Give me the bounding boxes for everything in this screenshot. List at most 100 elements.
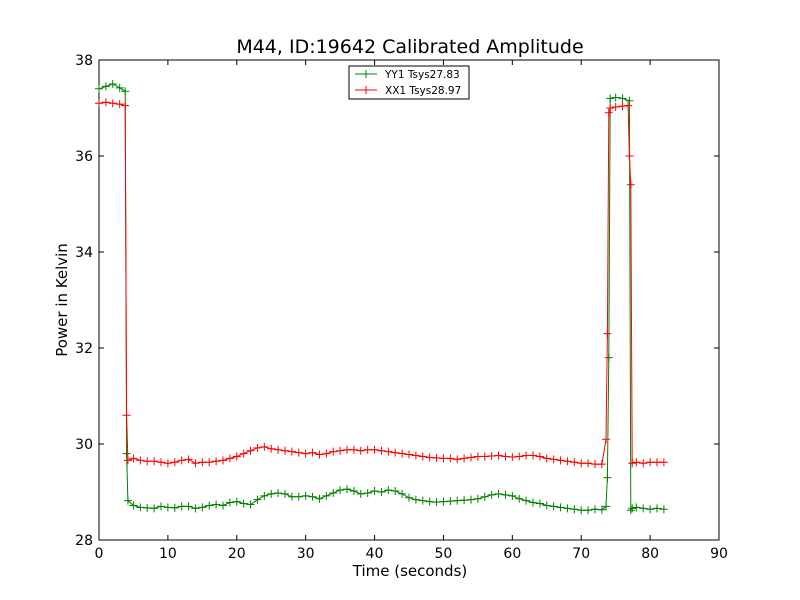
data-point-xx1 xyxy=(384,447,393,456)
data-point-yy1 xyxy=(473,494,482,503)
data-point-yy1 xyxy=(659,505,668,514)
data-point-xx1 xyxy=(377,446,386,455)
data-point-xx1 xyxy=(281,446,289,455)
data-point-yy1 xyxy=(115,83,124,92)
data-point-xx1 xyxy=(602,435,611,444)
data-point-xx1 xyxy=(225,454,234,463)
data-point-yy1 xyxy=(205,501,214,510)
x-tick-label: 70 xyxy=(572,546,590,562)
legend-box xyxy=(348,65,470,100)
data-point-xx1 xyxy=(315,450,324,459)
data-point-yy1 xyxy=(439,497,448,506)
data-point-xx1 xyxy=(150,457,159,466)
data-point-xx1 xyxy=(212,457,221,466)
data-point-xx1 xyxy=(191,459,200,468)
data-point-xx1 xyxy=(494,451,503,460)
data-point-xx1 xyxy=(626,180,635,189)
data-point-xx1 xyxy=(625,152,634,160)
data-point-xx1 xyxy=(639,459,648,468)
data-point-yy1 xyxy=(122,449,131,458)
data-point-xx1 xyxy=(184,455,193,464)
data-point-yy1 xyxy=(239,499,248,508)
data-point-yy1 xyxy=(384,486,393,495)
data-point-xx1 xyxy=(591,460,599,469)
data-point-yy1 xyxy=(198,503,207,512)
data-point-xx1 xyxy=(603,329,612,338)
data-point-yy1 xyxy=(639,504,648,513)
ticks-layer: 0 10 20 30 40 50 60 70 80 90 28 30 32 34 36 38 xyxy=(75,53,728,562)
data-point-xx1 xyxy=(370,445,379,454)
series-xx1 xyxy=(95,98,668,469)
data-point-xx1 xyxy=(515,452,524,461)
data-point-xx1 xyxy=(219,456,227,465)
data-point-xx1 xyxy=(121,101,130,110)
x-axis-label: Time (seconds) xyxy=(352,562,468,580)
chart-title: M44, ID:19642 Calibrated Amplitude xyxy=(236,36,583,58)
data-point-yy1 xyxy=(177,502,186,511)
data-point-xx1 xyxy=(460,454,469,463)
data-point-yy1 xyxy=(501,490,510,499)
data-point-yy1 xyxy=(515,494,524,503)
y-axis-label: Power in Kelvin xyxy=(53,243,71,357)
data-point-yy1 xyxy=(267,489,276,498)
data-point-xx1 xyxy=(329,447,338,456)
data-point-xx1 xyxy=(253,443,262,452)
data-point-xx1 xyxy=(301,449,310,458)
data-point-yy1 xyxy=(308,492,317,501)
legend: YY1 Tsys27.83 XX1 Tsys28.97 xyxy=(348,65,470,100)
data-point-yy1 xyxy=(611,93,620,102)
data-point-xx1 xyxy=(260,442,269,451)
data-point-xx1 xyxy=(584,459,593,468)
x-tick-label: 20 xyxy=(228,546,246,562)
data-point-yy1 xyxy=(274,488,283,497)
data-point-yy1 xyxy=(391,487,400,496)
data-point-xx1 xyxy=(123,456,132,465)
data-point-xx1 xyxy=(611,103,620,112)
data-point-yy1 xyxy=(232,497,241,506)
data-point-xx1 xyxy=(432,453,441,462)
data-point-xx1 xyxy=(659,458,668,467)
data-point-xx1 xyxy=(274,445,283,454)
data-point-yy1 xyxy=(121,87,130,96)
data-point-yy1 xyxy=(535,499,544,508)
x-tick-label: 30 xyxy=(297,546,315,562)
data-point-yy1 xyxy=(563,504,572,513)
x-tick-label: 80 xyxy=(641,546,659,562)
data-point-xx1 xyxy=(604,108,613,117)
data-point-xx1 xyxy=(398,449,407,458)
data-point-yy1 xyxy=(603,473,612,482)
data-point-yy1 xyxy=(191,504,200,513)
data-point-yy1 xyxy=(602,502,611,511)
plot-area: 0 10 20 30 40 50 60 70 80 90 28 30 32 34 36 38 xyxy=(75,53,728,562)
legend-label-yy1: YY1 Tsys27.83 xyxy=(384,69,460,81)
data-point-xx1 xyxy=(322,449,331,458)
data-point-xx1 xyxy=(205,458,214,467)
data-point-xx1 xyxy=(405,450,413,459)
data-point-yy1 xyxy=(432,498,441,507)
data-point-yy1 xyxy=(467,495,475,504)
data-point-yy1 xyxy=(556,503,565,512)
data-point-xx1 xyxy=(246,446,255,455)
series-yy1 xyxy=(95,80,668,515)
data-point-xx1 xyxy=(522,451,531,460)
data-point-xx1 xyxy=(628,459,637,468)
data-point-yy1 xyxy=(123,496,132,505)
data-point-yy1 xyxy=(143,503,152,512)
data-point-yy1 xyxy=(411,495,420,504)
data-point-yy1 xyxy=(260,491,269,500)
data-point-yy1 xyxy=(315,494,324,503)
data-point-xx1 xyxy=(556,456,565,465)
data-point-xx1 xyxy=(597,460,606,469)
data-point-xx1 xyxy=(363,445,372,454)
data-point-xx1 xyxy=(549,455,558,464)
data-point-yy1 xyxy=(626,506,635,515)
data-point-xx1 xyxy=(535,452,544,461)
axes-frame xyxy=(98,59,720,541)
data-point-yy1 xyxy=(219,501,227,510)
data-point-xx1 xyxy=(508,452,517,461)
data-point-yy1 xyxy=(405,493,413,502)
data-point-yy1 xyxy=(287,492,296,501)
data-point-xx1 xyxy=(646,458,655,467)
data-point-yy1 xyxy=(425,497,434,506)
data-point-xx1 xyxy=(570,458,579,467)
